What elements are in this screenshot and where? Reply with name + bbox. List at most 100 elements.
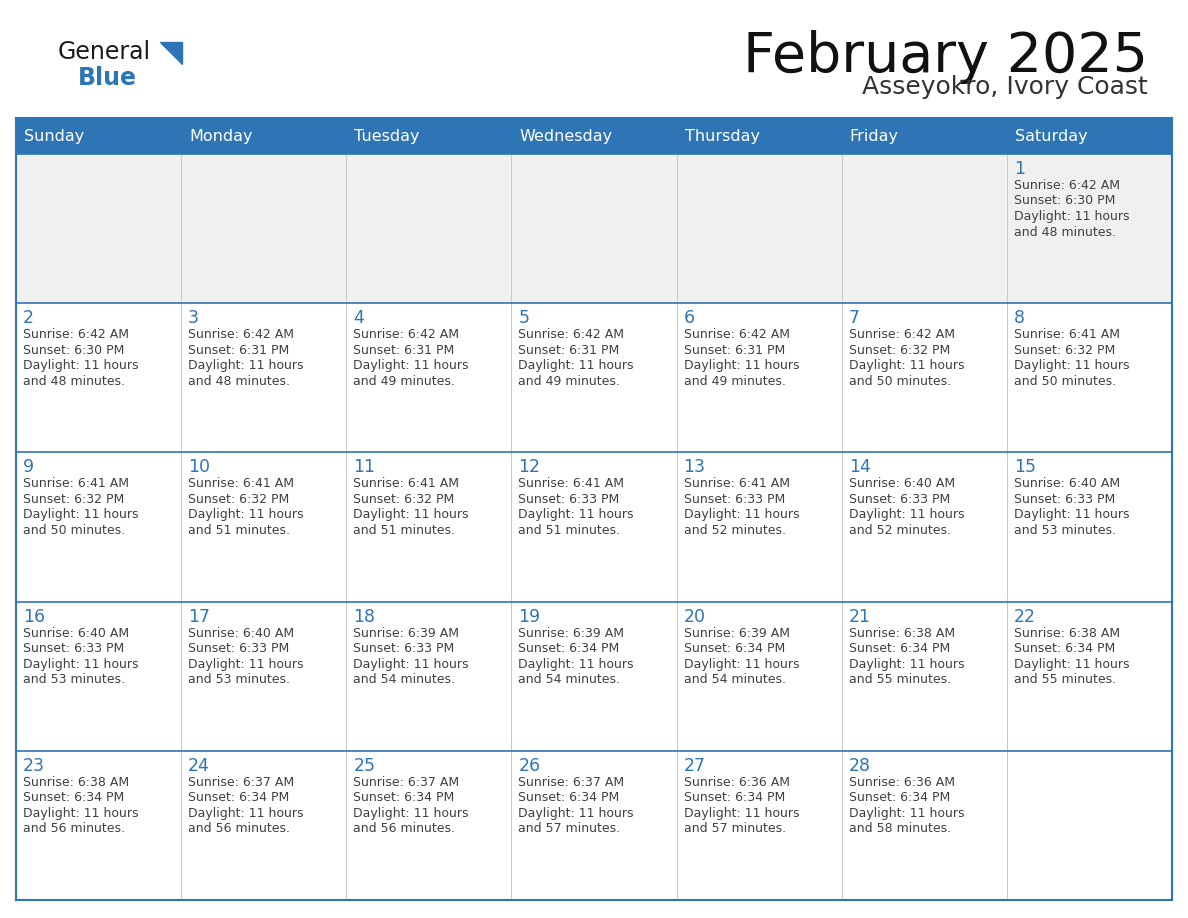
Text: and 54 minutes.: and 54 minutes. <box>353 673 455 686</box>
Text: General: General <box>58 40 151 64</box>
Text: Sunset: 6:33 PM: Sunset: 6:33 PM <box>1013 493 1116 506</box>
Text: Daylight: 11 hours: Daylight: 11 hours <box>683 807 800 820</box>
Text: Sunrise: 6:42 AM: Sunrise: 6:42 AM <box>683 329 790 341</box>
Text: and 54 minutes.: and 54 minutes. <box>683 673 785 686</box>
Text: and 54 minutes.: and 54 minutes. <box>518 673 620 686</box>
Text: Sunset: 6:34 PM: Sunset: 6:34 PM <box>683 642 785 655</box>
Bar <box>842 118 1007 154</box>
Text: Tuesday: Tuesday <box>354 129 419 143</box>
Text: Daylight: 11 hours: Daylight: 11 hours <box>683 359 800 372</box>
Text: Sunset: 6:31 PM: Sunset: 6:31 PM <box>683 343 785 357</box>
Text: Daylight: 11 hours: Daylight: 11 hours <box>1013 657 1130 671</box>
Text: Sunrise: 6:39 AM: Sunrise: 6:39 AM <box>518 627 625 640</box>
Text: Sunrise: 6:42 AM: Sunrise: 6:42 AM <box>188 329 295 341</box>
Text: and 57 minutes.: and 57 minutes. <box>683 823 785 835</box>
Text: Daylight: 11 hours: Daylight: 11 hours <box>353 657 469 671</box>
Text: 3: 3 <box>188 309 200 327</box>
Text: Daylight: 11 hours: Daylight: 11 hours <box>188 359 304 372</box>
Text: Daylight: 11 hours: Daylight: 11 hours <box>353 807 469 820</box>
Text: Sunset: 6:33 PM: Sunset: 6:33 PM <box>518 493 620 506</box>
Text: Sunrise: 6:42 AM: Sunrise: 6:42 AM <box>1013 179 1120 192</box>
Text: and 51 minutes.: and 51 minutes. <box>188 524 290 537</box>
Text: Sunset: 6:33 PM: Sunset: 6:33 PM <box>23 642 125 655</box>
Text: and 50 minutes.: and 50 minutes. <box>23 524 125 537</box>
Text: 13: 13 <box>683 458 706 476</box>
Text: Daylight: 11 hours: Daylight: 11 hours <box>188 807 304 820</box>
Text: and 50 minutes.: and 50 minutes. <box>848 375 950 387</box>
Text: Daylight: 11 hours: Daylight: 11 hours <box>23 657 139 671</box>
Text: Daylight: 11 hours: Daylight: 11 hours <box>518 509 634 521</box>
Text: and 52 minutes.: and 52 minutes. <box>683 524 785 537</box>
Text: 20: 20 <box>683 608 706 625</box>
Text: Daylight: 11 hours: Daylight: 11 hours <box>353 359 469 372</box>
Text: Daylight: 11 hours: Daylight: 11 hours <box>683 509 800 521</box>
Text: Sunrise: 6:40 AM: Sunrise: 6:40 AM <box>1013 477 1120 490</box>
Text: Sunday: Sunday <box>24 129 84 143</box>
Bar <box>15 751 1173 900</box>
Text: Sunset: 6:32 PM: Sunset: 6:32 PM <box>848 343 950 357</box>
Text: Sunset: 6:32 PM: Sunset: 6:32 PM <box>23 493 125 506</box>
Bar <box>511 118 677 154</box>
Text: 22: 22 <box>1013 608 1036 625</box>
Text: Daylight: 11 hours: Daylight: 11 hours <box>848 807 965 820</box>
Text: Sunset: 6:32 PM: Sunset: 6:32 PM <box>353 493 455 506</box>
Text: 25: 25 <box>353 756 375 775</box>
Text: and 53 minutes.: and 53 minutes. <box>1013 524 1116 537</box>
Text: Daylight: 11 hours: Daylight: 11 hours <box>23 807 139 820</box>
Text: Sunset: 6:34 PM: Sunset: 6:34 PM <box>683 791 785 804</box>
Text: and 49 minutes.: and 49 minutes. <box>518 375 620 387</box>
Text: Daylight: 11 hours: Daylight: 11 hours <box>518 807 634 820</box>
Text: 28: 28 <box>848 756 871 775</box>
Text: Daylight: 11 hours: Daylight: 11 hours <box>848 657 965 671</box>
Text: Sunset: 6:32 PM: Sunset: 6:32 PM <box>1013 343 1116 357</box>
Text: Sunrise: 6:42 AM: Sunrise: 6:42 AM <box>518 329 625 341</box>
Bar <box>677 118 842 154</box>
Text: Daylight: 11 hours: Daylight: 11 hours <box>353 509 469 521</box>
Text: 23: 23 <box>23 756 45 775</box>
Text: 11: 11 <box>353 458 375 476</box>
Text: Sunset: 6:33 PM: Sunset: 6:33 PM <box>848 493 950 506</box>
Text: Daylight: 11 hours: Daylight: 11 hours <box>518 657 634 671</box>
Text: 8: 8 <box>1013 309 1025 327</box>
Text: Sunset: 6:34 PM: Sunset: 6:34 PM <box>1013 642 1116 655</box>
Text: 4: 4 <box>353 309 365 327</box>
Text: Sunrise: 6:38 AM: Sunrise: 6:38 AM <box>1013 627 1120 640</box>
Text: 27: 27 <box>683 756 706 775</box>
Text: and 56 minutes.: and 56 minutes. <box>188 823 290 835</box>
Text: and 50 minutes.: and 50 minutes. <box>1013 375 1116 387</box>
Text: 5: 5 <box>518 309 530 327</box>
Text: and 48 minutes.: and 48 minutes. <box>1013 226 1116 239</box>
Polygon shape <box>160 42 182 64</box>
Bar <box>15 303 1173 453</box>
Text: Daylight: 11 hours: Daylight: 11 hours <box>683 657 800 671</box>
Text: and 49 minutes.: and 49 minutes. <box>353 375 455 387</box>
Text: Wednesday: Wednesday <box>519 129 613 143</box>
Text: Sunset: 6:33 PM: Sunset: 6:33 PM <box>188 642 290 655</box>
Text: Sunset: 6:34 PM: Sunset: 6:34 PM <box>353 791 455 804</box>
Text: Sunrise: 6:40 AM: Sunrise: 6:40 AM <box>23 627 129 640</box>
Text: Asseyokro, Ivory Coast: Asseyokro, Ivory Coast <box>862 75 1148 99</box>
Text: Sunset: 6:31 PM: Sunset: 6:31 PM <box>353 343 455 357</box>
Text: 24: 24 <box>188 756 210 775</box>
Text: and 55 minutes.: and 55 minutes. <box>848 673 950 686</box>
Text: Sunset: 6:34 PM: Sunset: 6:34 PM <box>188 791 290 804</box>
Text: 7: 7 <box>848 309 860 327</box>
Text: Daylight: 11 hours: Daylight: 11 hours <box>188 509 304 521</box>
Text: Blue: Blue <box>78 66 137 90</box>
Text: and 55 minutes.: and 55 minutes. <box>1013 673 1116 686</box>
Text: 26: 26 <box>518 756 541 775</box>
Text: 17: 17 <box>188 608 210 625</box>
Text: Sunset: 6:32 PM: Sunset: 6:32 PM <box>188 493 290 506</box>
Text: and 53 minutes.: and 53 minutes. <box>23 673 125 686</box>
Text: Sunset: 6:31 PM: Sunset: 6:31 PM <box>518 343 620 357</box>
Text: February 2025: February 2025 <box>742 30 1148 84</box>
Text: and 48 minutes.: and 48 minutes. <box>23 375 125 387</box>
Text: Daylight: 11 hours: Daylight: 11 hours <box>1013 509 1130 521</box>
Text: Sunrise: 6:41 AM: Sunrise: 6:41 AM <box>1013 329 1120 341</box>
Text: and 52 minutes.: and 52 minutes. <box>848 524 950 537</box>
Text: Sunrise: 6:41 AM: Sunrise: 6:41 AM <box>518 477 625 490</box>
Text: Sunset: 6:33 PM: Sunset: 6:33 PM <box>683 493 785 506</box>
Text: Sunrise: 6:40 AM: Sunrise: 6:40 AM <box>848 477 955 490</box>
Bar <box>181 118 346 154</box>
Text: Sunrise: 6:37 AM: Sunrise: 6:37 AM <box>353 776 460 789</box>
